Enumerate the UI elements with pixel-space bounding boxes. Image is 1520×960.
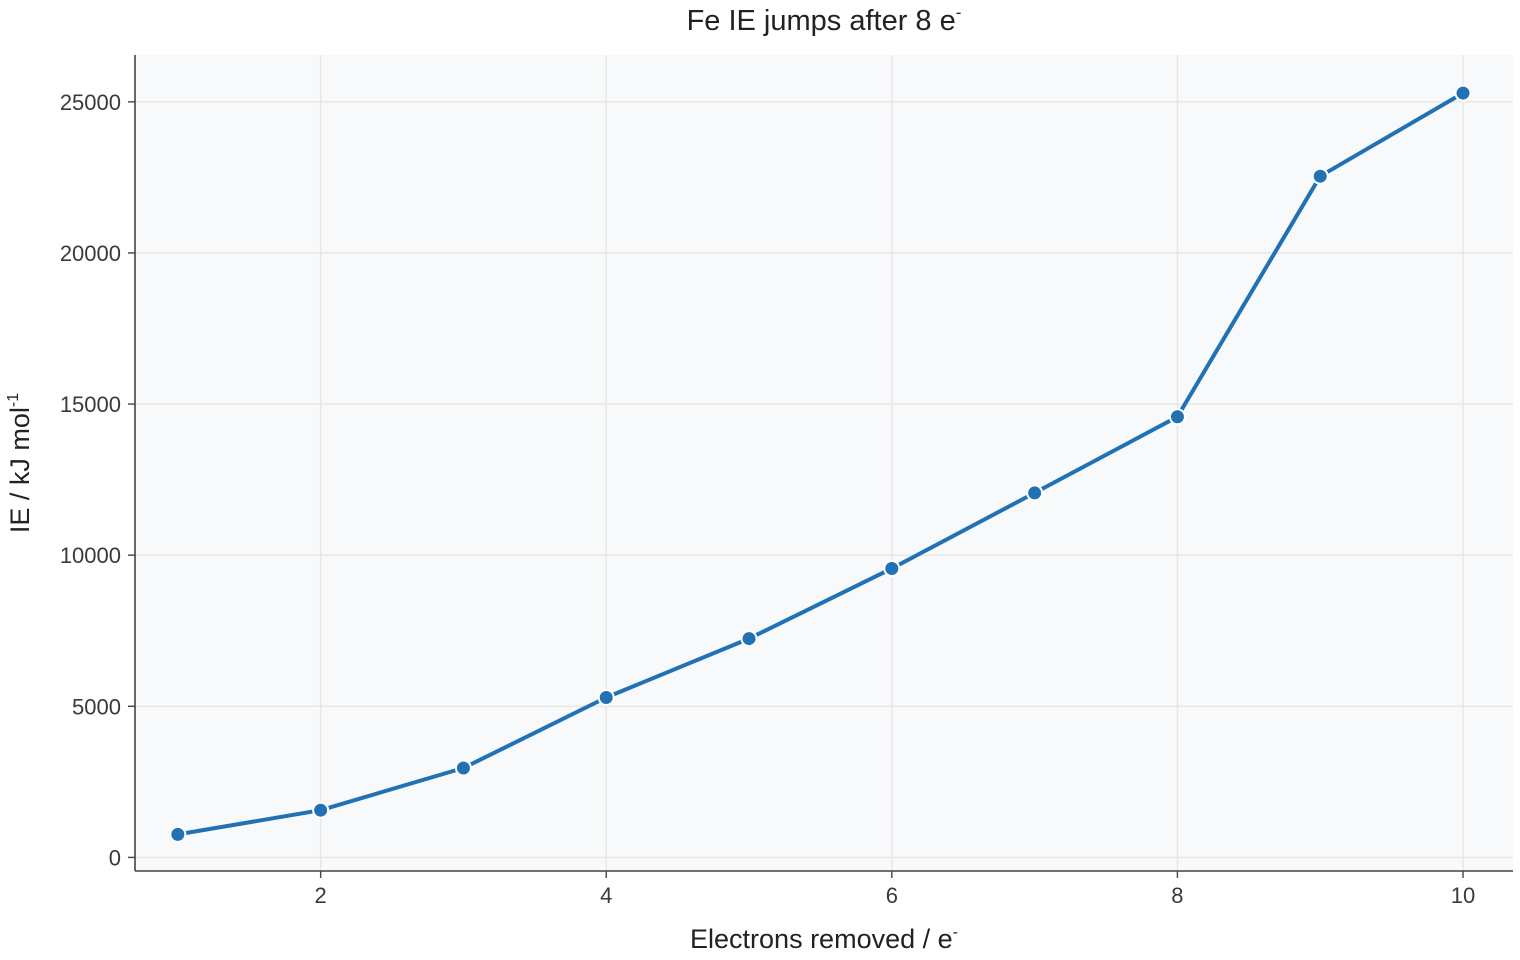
- series: [169, 84, 1472, 843]
- data-point: [169, 825, 187, 843]
- y-tick-label: 25000: [60, 90, 121, 115]
- data-point: [740, 630, 758, 648]
- data-point: [1454, 84, 1472, 102]
- y-tick-label: 20000: [60, 241, 121, 266]
- axes: [134, 55, 1513, 872]
- tick-labels: 2 4 6 8 10 0 5000 10000 15000 20000 25000: [60, 90, 1475, 908]
- data-point: [1026, 484, 1044, 502]
- x-tick-label: 6: [886, 883, 898, 908]
- data-point: [454, 759, 472, 777]
- data-point: [1311, 167, 1329, 185]
- chart-title: Fe IE jumps after 8 e-: [687, 3, 962, 37]
- y-axis-label: IE / kJ mol-1: [5, 393, 35, 533]
- y-tick-label: 10000: [60, 543, 121, 568]
- y-tick-label: 15000: [60, 392, 121, 417]
- data-point: [883, 559, 901, 577]
- x-axis-label: Electrons removed / e-: [690, 924, 958, 954]
- x-tick-label: 4: [600, 883, 612, 908]
- data-point: [1168, 408, 1186, 426]
- tick-marks: [128, 101, 1464, 878]
- data-point: [312, 801, 330, 819]
- plot-area: [135, 55, 1513, 871]
- data-point: [597, 689, 615, 707]
- series-line: [175, 91, 1465, 837]
- x-tick-label: 10: [1451, 883, 1475, 908]
- x-tick-label: 8: [1171, 883, 1183, 908]
- series-markers: [169, 84, 1472, 843]
- y-tick-label: 0: [109, 845, 121, 870]
- x-tick-label: 2: [315, 883, 327, 908]
- grid-lines: [135, 55, 1513, 871]
- y-tick-label: 5000: [72, 694, 121, 719]
